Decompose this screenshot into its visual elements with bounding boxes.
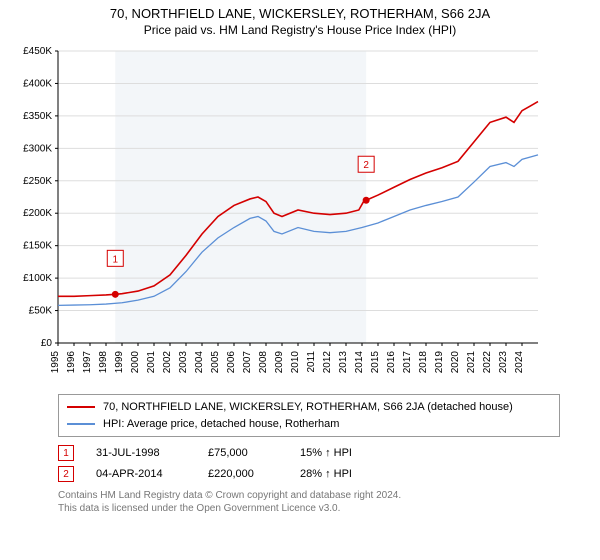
- svg-text:£150K: £150K: [23, 241, 52, 252]
- footnote: Contains HM Land Registry data © Crown c…: [58, 489, 560, 515]
- line-chart: £0 £50K £100K £150K £200K £250K £300K £350K £400…: [10, 43, 550, 383]
- sale-date: 04-APR-2014: [96, 464, 186, 485]
- svg-text:2020: 2020: [450, 351, 461, 374]
- legend-item: HPI: Average price, detached house, Roth…: [67, 416, 551, 433]
- svg-text:2023: 2023: [498, 351, 509, 374]
- legend-label: HPI: Average price, detached house, Roth…: [103, 416, 339, 433]
- svg-text:2004: 2004: [194, 351, 205, 374]
- sale-num-box: 2: [58, 466, 74, 482]
- sale-num-box: 1: [58, 445, 74, 461]
- svg-text:2006: 2006: [226, 351, 237, 374]
- svg-text:2013: 2013: [338, 351, 349, 374]
- svg-text:2009: 2009: [274, 351, 285, 374]
- svg-text:£350K: £350K: [23, 111, 52, 122]
- svg-text:£100K: £100K: [23, 273, 52, 284]
- sale-marker-dot: [363, 197, 370, 204]
- sale-pct: 15% HPI: [300, 443, 352, 464]
- svg-text:2021: 2021: [466, 351, 477, 374]
- svg-text:2002: 2002: [162, 351, 173, 374]
- footnote-line: This data is licensed under the Open Gov…: [58, 502, 560, 515]
- svg-text:£50K: £50K: [29, 306, 53, 317]
- svg-text:2007: 2007: [242, 351, 253, 374]
- svg-text:2011: 2011: [306, 351, 317, 373]
- svg-text:£0: £0: [41, 338, 53, 349]
- legend-swatch: [67, 406, 95, 408]
- sale-row: 1 31-JUL-1998 £75,000 15% HPI: [58, 443, 560, 464]
- sale-price: £220,000: [208, 464, 278, 485]
- svg-text:2019: 2019: [434, 351, 445, 374]
- page-subtitle: Price paid vs. HM Land Registry's House …: [10, 23, 590, 37]
- svg-text:2001: 2001: [146, 351, 157, 374]
- svg-text:2005: 2005: [210, 351, 221, 374]
- svg-text:2003: 2003: [178, 351, 189, 374]
- svg-text:2017: 2017: [402, 351, 413, 374]
- svg-text:2022: 2022: [482, 351, 493, 374]
- svg-text:1998: 1998: [98, 351, 109, 374]
- legend-item: 70, NORTHFIELD LANE, WICKERSLEY, ROTHERH…: [67, 399, 551, 416]
- legend: 70, NORTHFIELD LANE, WICKERSLEY, ROTHERH…: [58, 394, 560, 437]
- svg-text:£300K: £300K: [23, 143, 52, 154]
- svg-text:2008: 2008: [258, 351, 269, 374]
- svg-text:1999: 1999: [114, 351, 125, 374]
- svg-text:£450K: £450K: [23, 46, 52, 57]
- sales-table: 1 31-JUL-1998 £75,000 15% HPI 2 04-APR-2014 £2…: [58, 443, 560, 485]
- svg-text:2018: 2018: [418, 351, 429, 374]
- sale-marker-label: 1: [112, 254, 118, 265]
- svg-text:£250K: £250K: [23, 176, 52, 187]
- sale-date: 31-JUL-1998: [96, 443, 186, 464]
- sale-price: £75,000: [208, 443, 278, 464]
- page-title: 70, NORTHFIELD LANE, WICKERSLEY, ROTHERH…: [10, 6, 590, 21]
- svg-text:1995: 1995: [50, 351, 61, 374]
- sale-pct: 28% HPI: [300, 464, 352, 485]
- footnote-line: Contains HM Land Registry data © Crown c…: [58, 489, 560, 502]
- svg-text:2016: 2016: [386, 351, 397, 374]
- svg-text:£400K: £400K: [23, 78, 52, 89]
- svg-text:1997: 1997: [82, 351, 93, 374]
- sale-marker-label: 2: [363, 160, 369, 171]
- svg-text:2014: 2014: [354, 351, 365, 374]
- svg-text:2010: 2010: [290, 351, 301, 374]
- svg-text:2015: 2015: [370, 351, 381, 374]
- legend-swatch: [67, 423, 95, 425]
- sale-row: 2 04-APR-2014 £220,000 28% HPI: [58, 464, 560, 485]
- sale-marker-dot: [112, 291, 119, 298]
- svg-text:2024: 2024: [514, 351, 525, 374]
- chart-area: £0 £50K £100K £150K £200K £250K £300K £350K £400…: [10, 43, 590, 388]
- legend-label: 70, NORTHFIELD LANE, WICKERSLEY, ROTHERH…: [103, 399, 513, 416]
- svg-text:2000: 2000: [130, 351, 141, 374]
- svg-text:2012: 2012: [322, 351, 333, 374]
- svg-text:1996: 1996: [66, 351, 77, 374]
- svg-text:£200K: £200K: [23, 208, 52, 219]
